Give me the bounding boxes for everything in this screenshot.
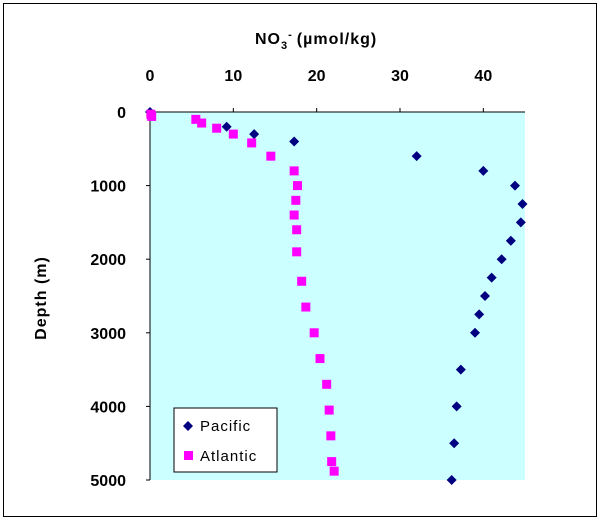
data-point-pacific	[486, 272, 497, 283]
data-point-pacific	[496, 254, 507, 265]
data-point-atlantic	[228, 129, 238, 139]
data-point-atlantic	[147, 111, 157, 121]
legend-marker-pacific	[183, 421, 193, 431]
x-axis-title-main: NO	[255, 31, 281, 48]
data-point-atlantic	[289, 166, 299, 176]
data-point-pacific	[505, 235, 516, 246]
data-point-pacific	[455, 364, 466, 375]
series-layer	[145, 107, 528, 485]
y-tick-label: 1000	[90, 179, 126, 196]
data-point-pacific	[480, 291, 490, 301]
data-point-atlantic	[191, 114, 201, 124]
data-point-atlantic	[322, 379, 332, 389]
data-point-atlantic	[212, 123, 222, 133]
data-point-atlantic	[324, 405, 334, 415]
data-point-pacific	[249, 129, 260, 140]
series-pacific	[145, 107, 528, 485]
data-point-atlantic	[327, 457, 337, 467]
data-point-atlantic	[315, 354, 325, 364]
data-point-pacific	[411, 151, 422, 162]
data-point-pacific	[446, 475, 457, 485]
data-point-atlantic	[197, 118, 207, 128]
data-point-pacific	[474, 309, 485, 320]
data-point-pacific	[478, 165, 489, 176]
series-atlantic	[146, 109, 339, 476]
data-point-pacific	[221, 121, 232, 132]
legend-box	[173, 407, 278, 473]
data-point-pacific	[510, 180, 520, 191]
y-tick-label: 5000	[90, 473, 126, 490]
x-tick-label: 10	[224, 68, 242, 85]
x-tick-label: 40	[474, 68, 492, 85]
x-axis-title-units: (µmol/kg)	[297, 31, 377, 48]
y-tick-label: 3000	[90, 326, 126, 343]
y-tick-label: 4000	[90, 399, 126, 416]
legend-label-atlantic: Atlantic	[200, 448, 257, 465]
y-tick-label: 2000	[90, 252, 126, 269]
x-tick-label: 30	[391, 68, 409, 85]
legend: Pacific Atlantic	[173, 407, 278, 473]
data-point-pacific	[517, 199, 528, 209]
data-point-atlantic	[291, 195, 301, 205]
data-point-atlantic	[309, 328, 319, 338]
data-point-atlantic	[247, 138, 257, 148]
x-axis-title: NO3- (µmol/kg)	[255, 29, 377, 52]
y-tick-labels: 0 1000 2000 3000 4000 5000	[90, 105, 126, 490]
data-point-atlantic	[326, 431, 336, 441]
data-point-pacific	[289, 136, 300, 147]
data-point-pacific	[515, 217, 526, 228]
x-axis-title-sup: -	[288, 29, 293, 41]
data-point-pacific	[449, 438, 460, 449]
data-point-atlantic	[292, 225, 302, 235]
legend-label-pacific: Pacific	[200, 418, 251, 435]
data-point-pacific	[451, 401, 462, 412]
data-point-atlantic	[266, 151, 276, 161]
data-point-atlantic	[301, 302, 311, 312]
axes	[146, 108, 525, 481]
y-axis-title: Depth (m)	[33, 256, 50, 340]
data-point-pacific	[470, 327, 480, 338]
x-tick-labels: 0 10 20 30 40	[146, 68, 493, 85]
x-axis-title-sub: 3	[281, 40, 288, 52]
x-tick-label: 0	[146, 68, 155, 85]
x-tick-label: 20	[308, 68, 326, 85]
data-point-atlantic	[292, 247, 302, 257]
data-point-atlantic	[329, 466, 339, 476]
legend-marker-atlantic	[184, 451, 193, 460]
data-point-atlantic	[293, 181, 302, 191]
data-point-atlantic	[297, 276, 307, 286]
data-point-atlantic	[289, 210, 299, 220]
y-tick-label: 0	[117, 105, 126, 122]
